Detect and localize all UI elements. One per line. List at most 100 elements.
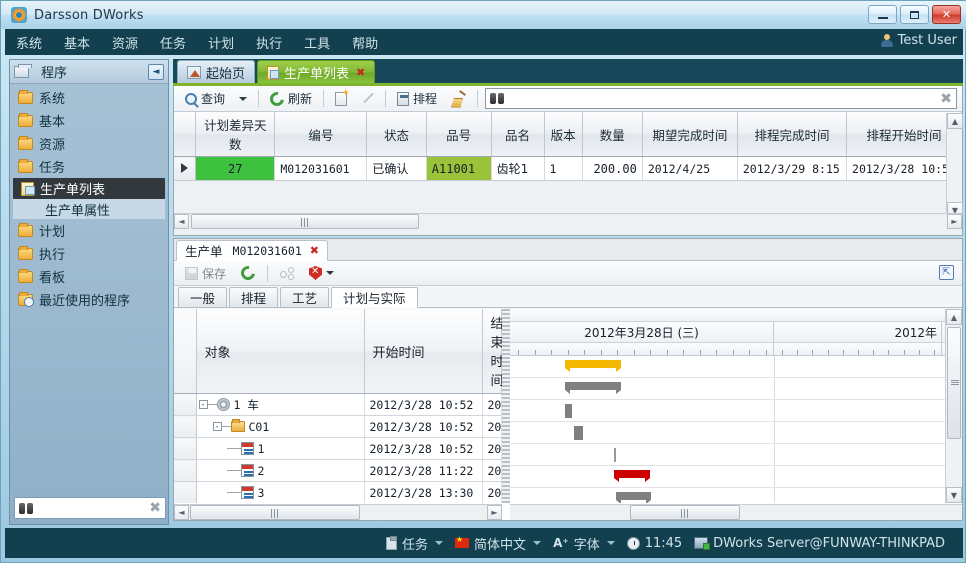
gantt-bar[interactable]: [565, 382, 621, 394]
order-cell-1[interactable]: M012031601: [274, 156, 368, 181]
order-grid-vscrollbar[interactable]: ▲ ▼: [946, 113, 963, 218]
gantt-col-header-0[interactable]: 对象: [196, 309, 365, 394]
gantt-tree-hscroll-thumb[interactable]: [190, 505, 360, 520]
order-col-header-8[interactable]: 排程完成时间: [737, 112, 848, 157]
order-cell-7[interactable]: 2012/4/25: [642, 156, 738, 181]
menu-item-4[interactable]: 计划: [208, 36, 235, 52]
structure-button[interactable]: [274, 263, 300, 284]
status-item-4[interactable]: DWorks Server@FUNWAY-THINKPAD: [690, 536, 949, 551]
order-grid-scroll-up[interactable]: ▲: [947, 113, 963, 129]
query-button[interactable]: 查询: [179, 88, 231, 109]
order-cell-0[interactable]: 27: [195, 156, 276, 181]
order-search-clear-icon[interactable]: ✖: [940, 90, 952, 107]
detail-subtab-2[interactable]: 工艺: [280, 287, 330, 307]
order-cell-4[interactable]: 齿轮1: [491, 156, 545, 181]
gantt-bar[interactable]: [565, 360, 621, 372]
gantt-tree-hscroll-track[interactable]: [189, 505, 487, 520]
gantt-scroll-up[interactable]: ▲: [946, 309, 962, 325]
gantt-row[interactable]: [510, 444, 945, 466]
schedule-button[interactable]: 排程: [391, 88, 443, 109]
menu-item-2[interactable]: 资源: [112, 36, 139, 52]
detail-subtab-3[interactable]: 计划与实际: [331, 287, 418, 308]
sidebar-item-0[interactable]: 系统: [10, 86, 168, 109]
order-col-header-4[interactable]: 品名: [491, 112, 545, 157]
menu-item-3[interactable]: 任务: [160, 36, 187, 52]
sidebar-search-clear-icon[interactable]: ✖: [149, 500, 161, 516]
order-cell-9[interactable]: 2012/3/28 10:52: [846, 156, 962, 181]
order-cell-3[interactable]: A11001: [426, 156, 492, 181]
gantt-object-cell[interactable]: 1: [196, 437, 365, 460]
sidebar-item-9[interactable]: 最近使用的程序: [10, 288, 168, 311]
gantt-row[interactable]: [510, 466, 945, 488]
current-user[interactable]: Test User: [880, 33, 957, 48]
gantt-row[interactable]: [510, 488, 945, 503]
order-col-header-3[interactable]: 品号: [426, 112, 492, 157]
detail-subtab-0[interactable]: 一般: [178, 287, 228, 307]
new-button[interactable]: [329, 88, 353, 109]
gantt-col-header-2[interactable]: 结束时间: [482, 309, 502, 394]
sidebar-item-5[interactable]: 生产单属性: [13, 199, 165, 219]
status-item-1[interactable]: 简体中文: [451, 534, 545, 553]
gantt-splitter[interactable]: [502, 309, 510, 503]
minimize-button[interactable]: [868, 5, 897, 24]
sidebar-item-3[interactable]: 任务: [10, 155, 168, 178]
gantt-tree-scroll-right[interactable]: ►: [487, 505, 502, 520]
gantt-tree-hscrollbar[interactable]: ◄ ►: [174, 504, 502, 520]
status-item-0[interactable]: 任务: [382, 534, 447, 553]
menu-item-0[interactable]: 系统: [16, 36, 43, 52]
gantt-bar[interactable]: [565, 404, 572, 418]
menu-item-1[interactable]: 基本: [64, 36, 91, 52]
refresh-button[interactable]: 刷新: [264, 88, 318, 109]
tree-expander[interactable]: -: [198, 400, 208, 409]
sidebar-collapse-button[interactable]: ◄: [148, 63, 164, 80]
status-item-2[interactable]: A⁺ 字体: [549, 534, 619, 553]
order-col-header-6[interactable]: 数量: [582, 112, 643, 157]
gantt-chart-hscroll-thumb[interactable]: [630, 505, 740, 520]
gantt-bar[interactable]: [616, 492, 651, 503]
detail-refresh-button[interactable]: [235, 263, 261, 284]
tab-production-order-list[interactable]: 生产单列表 ✖: [257, 60, 376, 84]
close-button[interactable]: ✕: [932, 5, 961, 24]
gantt-object-cell[interactable]: - C01: [196, 415, 365, 438]
gantt-tree-scroll-left[interactable]: ◄: [174, 505, 189, 520]
menu-item-6[interactable]: 工具: [304, 36, 331, 52]
gantt-tree-row[interactable]: 3 2012/3/28 13:302012/3/28 13:40: [174, 481, 502, 503]
edit-button[interactable]: [355, 88, 380, 109]
order-col-header-0[interactable]: 计划差异天数: [195, 112, 276, 157]
order-cell-5[interactable]: 1: [544, 156, 583, 181]
status-item-3[interactable]: 11:45: [623, 536, 686, 551]
error-shield-button[interactable]: [303, 263, 340, 284]
gantt-bar[interactable]: [614, 448, 616, 462]
gantt-chart-hscrollbar[interactable]: [510, 504, 962, 520]
detail-tab-close-icon[interactable]: ✖: [309, 244, 319, 257]
gantt-row[interactable]: [510, 356, 945, 378]
order-cell-8[interactable]: 2012/3/29 8:15: [737, 156, 848, 181]
table-row[interactable]: 27 M012031601 已确认 A11001 齿轮1 1 200.00 2012/4/25…: [174, 156, 962, 181]
gantt-chart-hscroll-track[interactable]: [510, 505, 962, 520]
chevron-down-icon[interactable]: [533, 541, 542, 545]
order-col-header-2[interactable]: 状态: [366, 112, 427, 157]
menu-item-7[interactable]: 帮助: [352, 36, 379, 52]
gantt-col-header-1[interactable]: 开始时间: [364, 309, 483, 394]
gantt-vscroll-thumb[interactable]: [947, 327, 961, 439]
order-grid-hscroll-track[interactable]: [189, 214, 947, 229]
tab-start-page[interactable]: 起始页: [177, 60, 256, 84]
order-search-box[interactable]: ✖: [485, 88, 957, 109]
popout-icon[interactable]: ⇱: [939, 265, 954, 280]
gantt-scroll-down[interactable]: ▼: [946, 487, 962, 503]
sidebar-item-6[interactable]: 计划: [10, 219, 168, 242]
sidebar-item-1[interactable]: 基本: [10, 109, 168, 132]
order-cell-6[interactable]: 200.00: [582, 156, 643, 181]
gantt-row[interactable]: [510, 400, 945, 422]
order-cell-2[interactable]: 已确认: [366, 156, 427, 181]
gantt-bar[interactable]: [574, 426, 583, 440]
gantt-row[interactable]: [510, 378, 945, 400]
gantt-object-cell[interactable]: 2: [196, 459, 365, 482]
query-dropdown-button[interactable]: [233, 88, 253, 109]
gantt-object-cell[interactable]: 3: [196, 481, 365, 503]
order-col-header-9[interactable]: 排程开始时间: [846, 112, 962, 157]
sidebar-item-4[interactable]: 生产单列表: [13, 178, 165, 199]
gantt-tree-row[interactable]: 2 2012/3/28 11:222012/3/28 12:00: [174, 459, 502, 482]
